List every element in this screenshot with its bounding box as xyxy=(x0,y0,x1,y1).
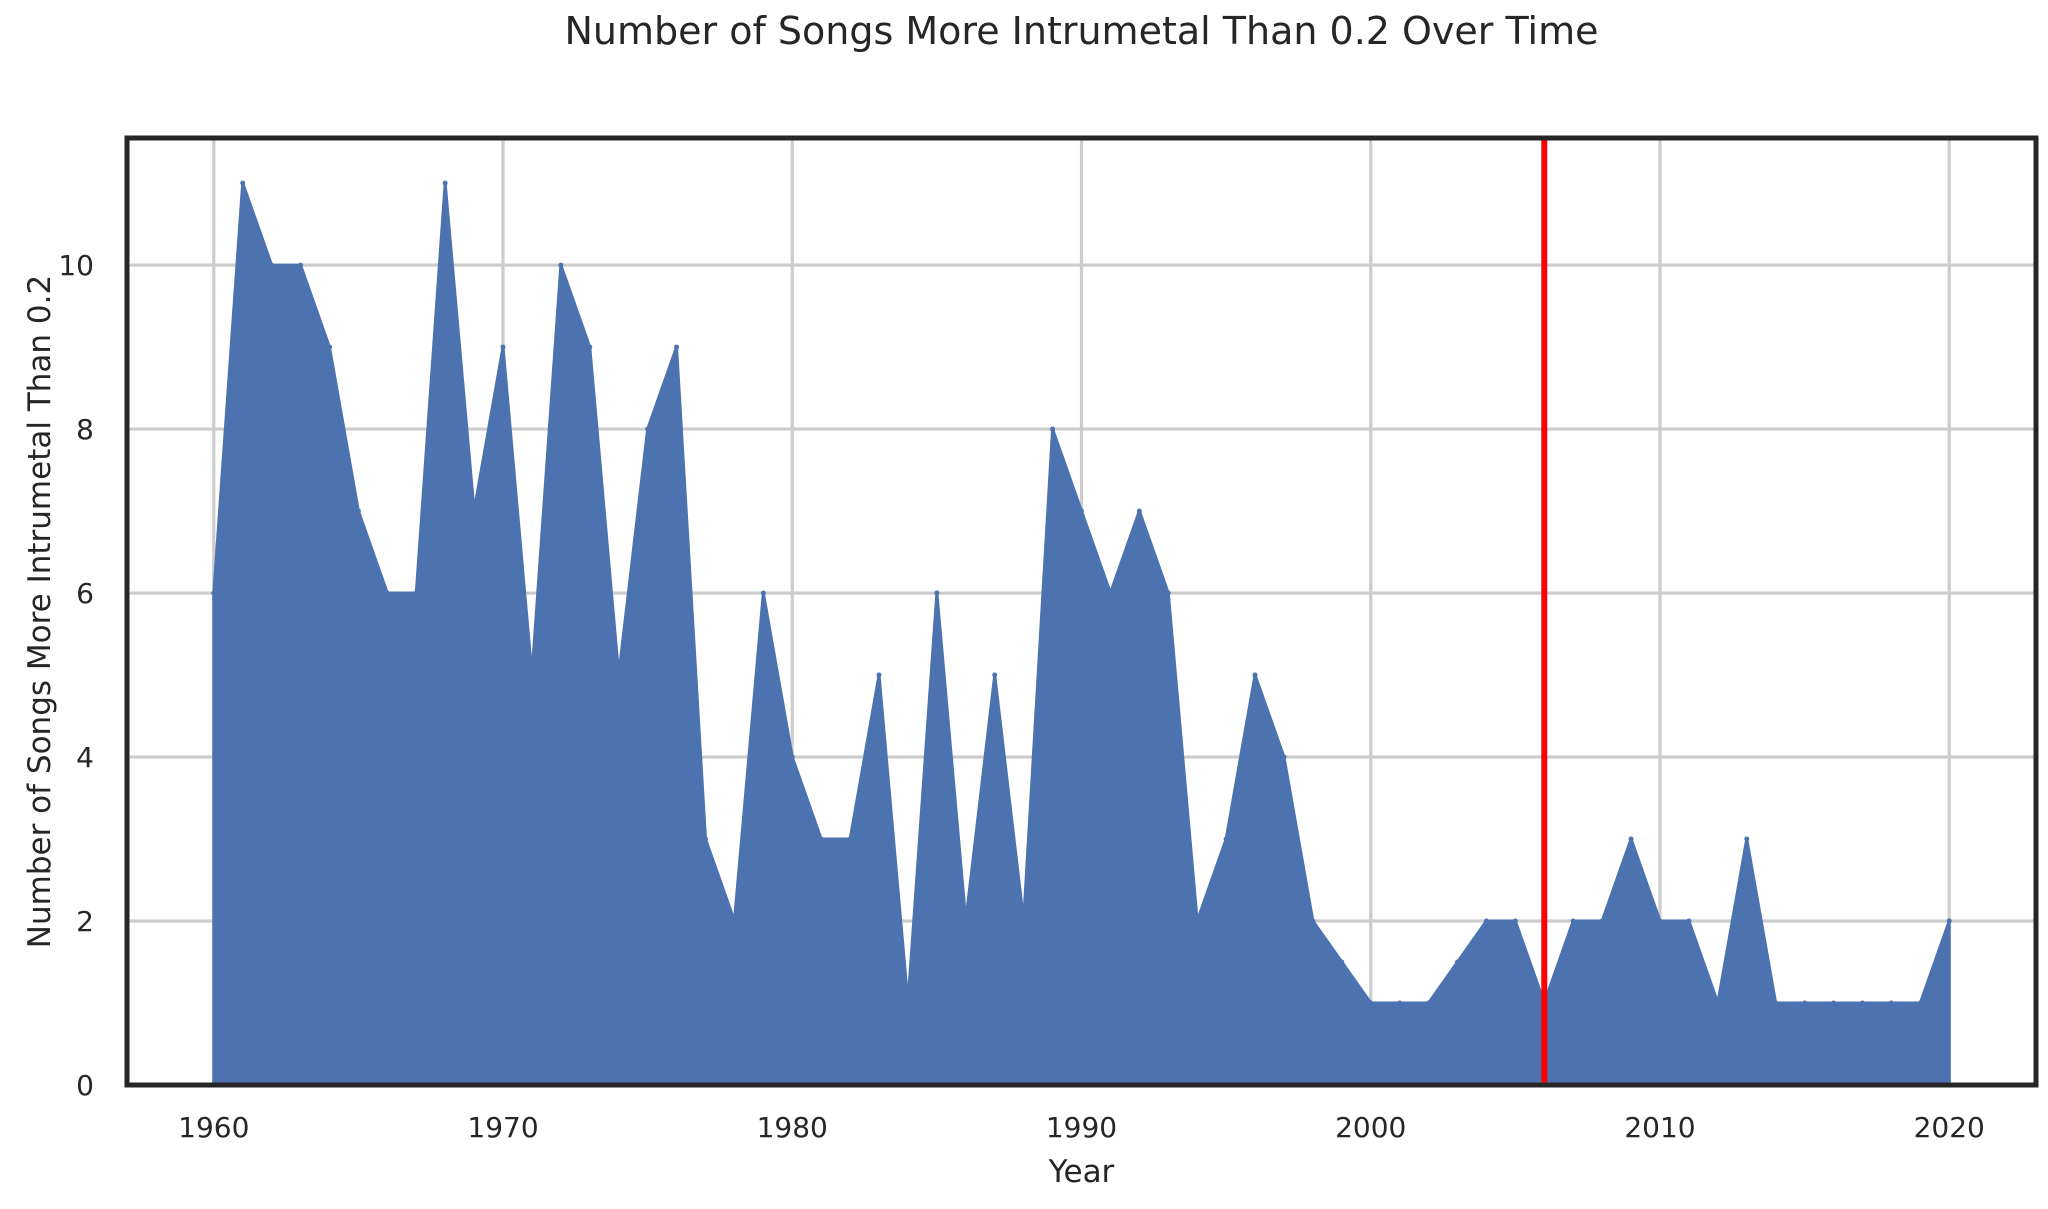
data-point xyxy=(1223,836,1229,842)
x-tick-label: 2010 xyxy=(1624,1111,1695,1144)
data-point xyxy=(645,426,651,432)
data-point xyxy=(731,918,737,924)
area-series xyxy=(212,181,1951,1087)
y-tick-label: 0 xyxy=(76,1069,94,1102)
data-point xyxy=(1107,590,1113,596)
data-point xyxy=(1397,1000,1403,1006)
data-point xyxy=(1310,918,1316,924)
data-point xyxy=(1252,672,1258,678)
data-point xyxy=(818,836,824,842)
data-point xyxy=(240,180,246,186)
data-point xyxy=(1802,1000,1808,1006)
data-point xyxy=(1715,1000,1721,1006)
data-point xyxy=(1455,959,1461,965)
y-axis-ticks: 0 2 4 6 8 10 xyxy=(58,249,94,1102)
data-point xyxy=(1194,918,1200,924)
data-point xyxy=(1657,918,1663,924)
x-tick-label: 1970 xyxy=(467,1111,538,1144)
data-point xyxy=(326,344,332,350)
data-point xyxy=(992,672,998,678)
data-point xyxy=(1888,1000,1894,1006)
data-point xyxy=(558,262,564,268)
data-point xyxy=(1628,836,1634,842)
data-point xyxy=(500,344,506,350)
data-point xyxy=(384,590,390,596)
y-tick-label: 10 xyxy=(58,249,94,282)
data-point xyxy=(1136,508,1142,514)
data-point xyxy=(587,344,593,350)
axes-frame xyxy=(124,135,2039,1088)
x-tick-label: 2020 xyxy=(1914,1111,1985,1144)
data-point xyxy=(1744,836,1750,842)
x-tick-label: 1990 xyxy=(1046,1111,1117,1144)
plot-area xyxy=(211,180,1952,1087)
data-point xyxy=(442,180,448,186)
data-point xyxy=(1686,918,1692,924)
x-tick-label: 1980 xyxy=(757,1111,828,1144)
data-point xyxy=(1426,1000,1432,1006)
data-point xyxy=(963,918,969,924)
data-point xyxy=(1859,1000,1865,1006)
data-point xyxy=(760,590,766,596)
data-point xyxy=(702,836,708,842)
x-axis-label: Year xyxy=(1048,1154,1115,1190)
data-point xyxy=(471,508,477,514)
data-point xyxy=(674,344,680,350)
y-tick-label: 4 xyxy=(76,741,94,774)
data-point xyxy=(1050,426,1056,432)
data-point xyxy=(1773,1000,1779,1006)
data-point xyxy=(355,508,361,514)
data-point xyxy=(1483,918,1489,924)
x-tick-label: 1960 xyxy=(178,1111,249,1144)
data-point xyxy=(529,672,535,678)
data-point xyxy=(1165,590,1171,596)
y-tick-label: 6 xyxy=(76,577,94,610)
data-point xyxy=(905,1000,911,1006)
data-point xyxy=(1021,918,1027,924)
data-point xyxy=(876,672,882,678)
data-point xyxy=(1339,959,1345,965)
data-point xyxy=(298,262,304,268)
data-point xyxy=(789,754,795,760)
data-point xyxy=(211,590,217,596)
data-point xyxy=(1831,1000,1837,1006)
data-point xyxy=(1281,754,1287,760)
data-point xyxy=(1599,918,1605,924)
data-point xyxy=(1512,918,1518,924)
data-point xyxy=(413,590,419,596)
data-point xyxy=(269,262,275,268)
data-point xyxy=(1570,918,1576,924)
data-point xyxy=(1079,508,1084,514)
data-point xyxy=(847,836,853,842)
chart-title: Number of Songs More Intrumetal Than 0.2… xyxy=(564,9,1598,53)
data-point xyxy=(934,590,940,596)
y-axis-label: Number of Songs More Intrumetal Than 0.2 xyxy=(22,275,58,948)
data-point xyxy=(1946,918,1952,924)
y-tick-label: 2 xyxy=(76,905,94,938)
x-tick-label: 2000 xyxy=(1335,1111,1406,1144)
data-point xyxy=(1917,1000,1923,1006)
data-point xyxy=(1368,1000,1374,1006)
y-tick-label: 8 xyxy=(76,413,94,446)
x-axis-ticks: 1960 1970 1980 1990 2000 2010 2020 xyxy=(178,1111,1985,1144)
data-point xyxy=(616,672,622,678)
